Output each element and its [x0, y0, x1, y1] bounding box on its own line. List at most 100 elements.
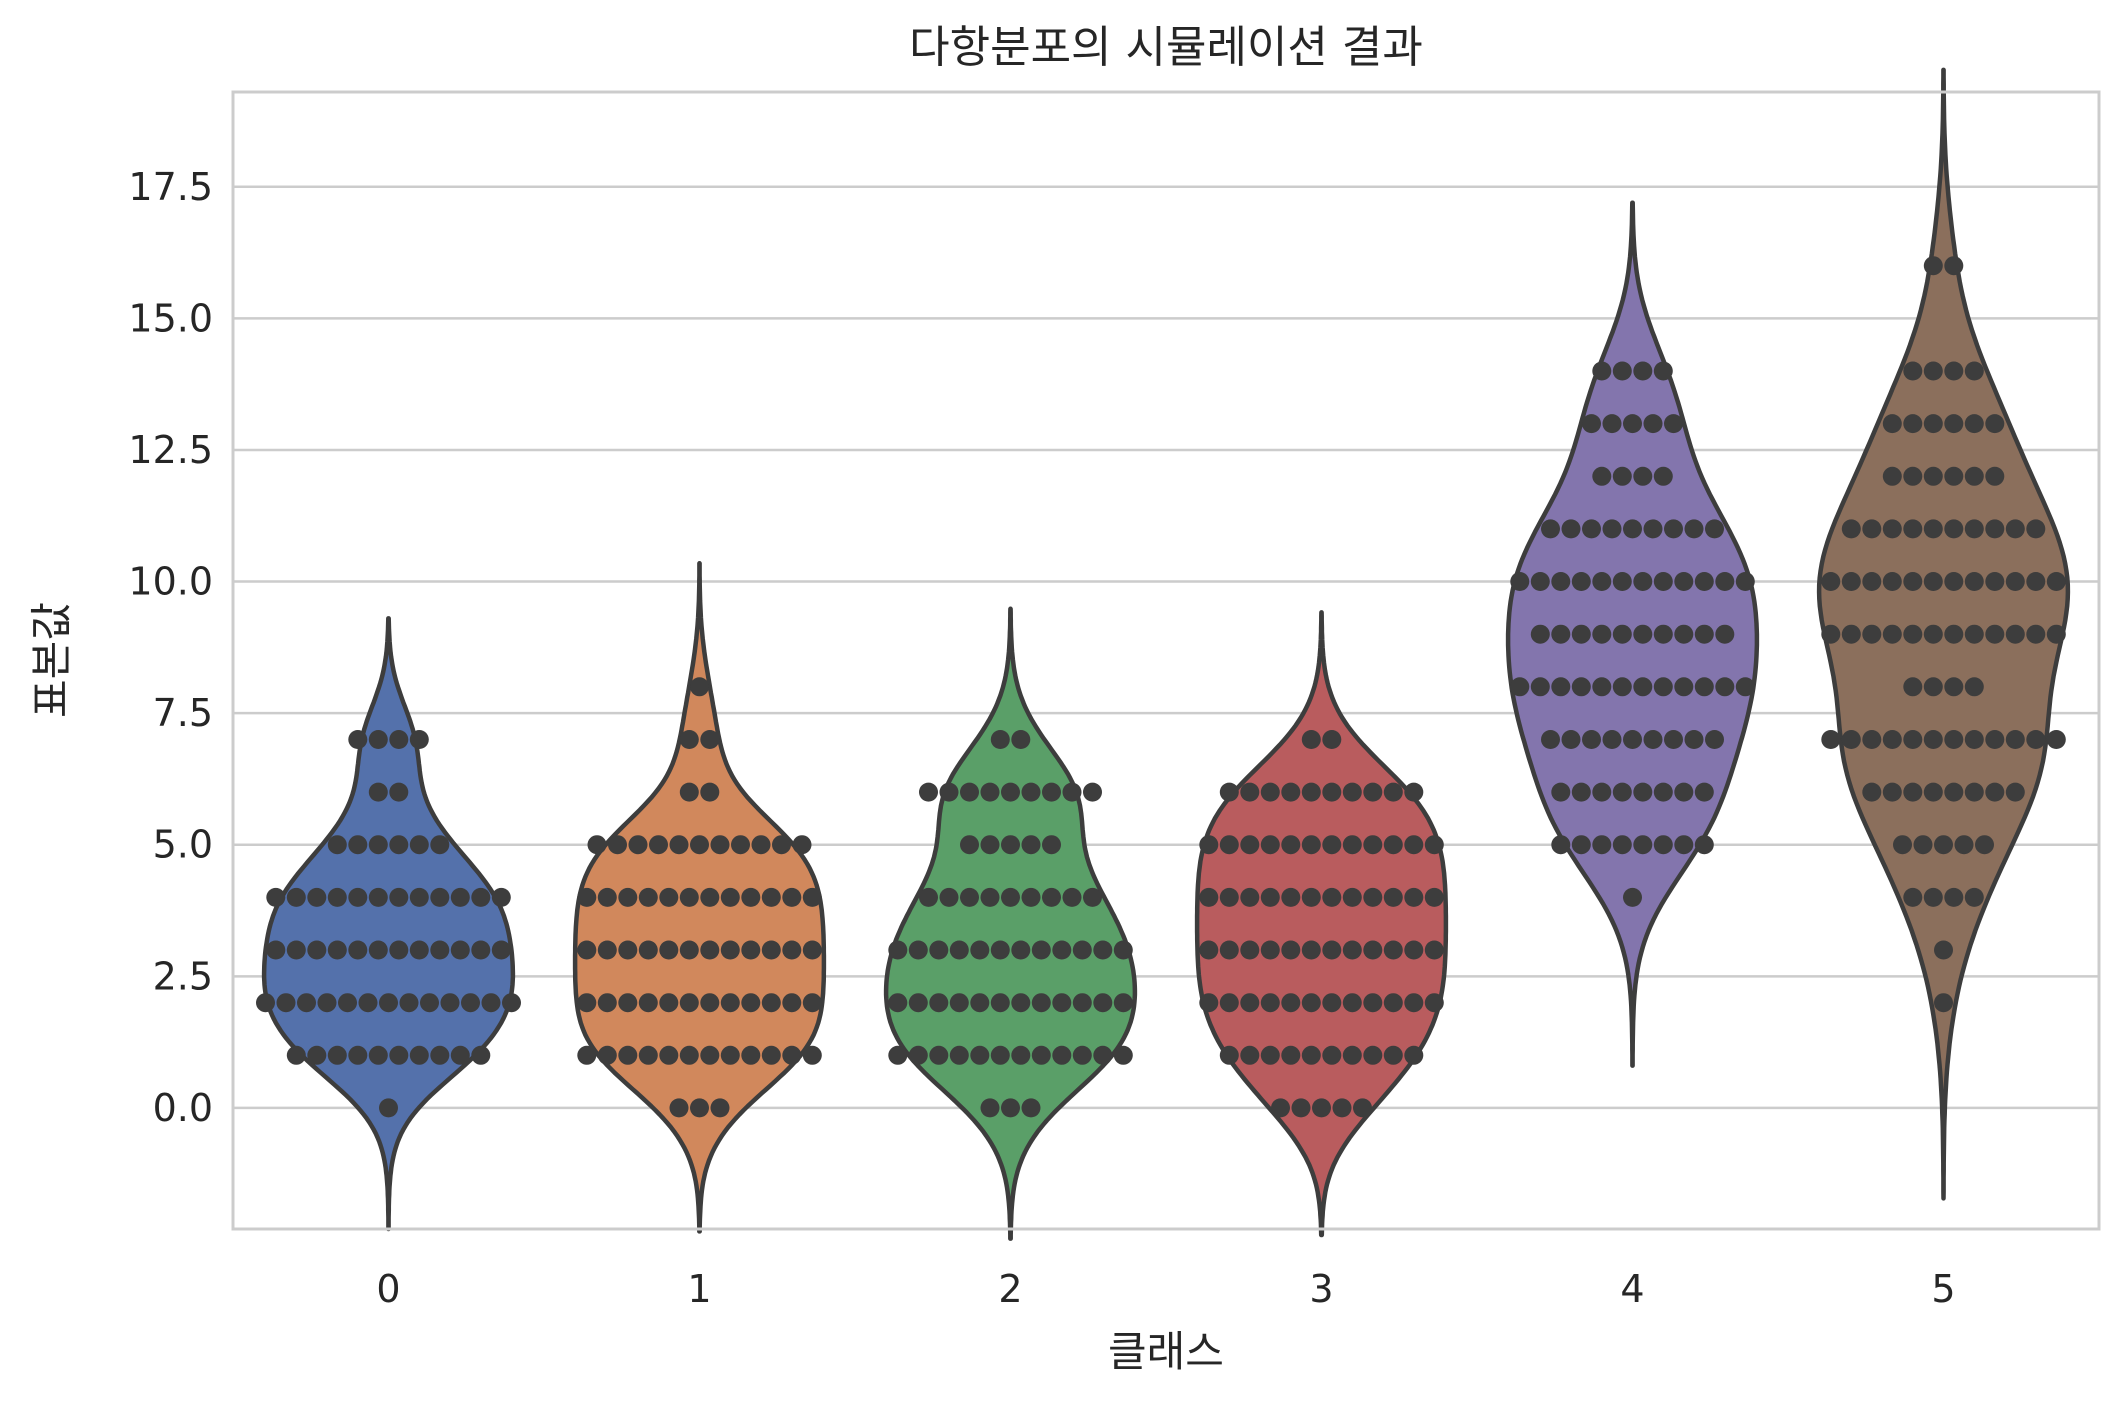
data-point [1623, 887, 1642, 907]
data-point [1821, 572, 1841, 591]
data-point [980, 835, 1000, 855]
data-point [1882, 519, 1902, 539]
data-point [1633, 782, 1653, 802]
data-point [1582, 730, 1601, 749]
data-point [618, 940, 638, 960]
data-point [1342, 993, 1362, 1013]
data-point [1342, 940, 1362, 960]
data-point [690, 835, 709, 855]
data-point [1510, 677, 1530, 697]
data-point [2026, 624, 2046, 644]
data-point [1633, 624, 1653, 644]
data-point [1715, 677, 1735, 697]
data-point [1944, 519, 1964, 539]
data-point [1903, 361, 1923, 381]
data-point [679, 993, 699, 1013]
data-point [368, 782, 388, 802]
data-point [782, 940, 802, 960]
data-point [1923, 414, 1943, 434]
data-point [1240, 1045, 1260, 1065]
data-point [1571, 624, 1591, 644]
data-point [980, 887, 1000, 907]
data-point [1964, 677, 1984, 697]
data-point [1011, 1045, 1031, 1065]
data-point [430, 940, 450, 960]
data-point [1592, 361, 1612, 381]
data-point [1301, 940, 1321, 960]
data-point [741, 940, 761, 960]
data-point [1715, 624, 1735, 644]
data-point [1923, 677, 1943, 697]
data-point [1424, 993, 1444, 1013]
chart-title: 다항분포의 시뮬레이션 결과 [909, 22, 1423, 73]
data-point [1383, 940, 1403, 960]
data-point [1944, 677, 1964, 697]
data-point [577, 993, 597, 1013]
data-point [1011, 993, 1031, 1013]
data-point [628, 835, 648, 855]
data-point [1260, 1045, 1280, 1065]
data-point [792, 835, 812, 855]
data-point [307, 887, 327, 907]
data-point [1011, 730, 1031, 749]
data-point [949, 993, 969, 1013]
data-point [1705, 730, 1724, 749]
data-point [1404, 1045, 1424, 1065]
data-point [741, 993, 761, 1013]
data-point [1301, 730, 1321, 749]
data-point [597, 887, 617, 907]
data-point [327, 887, 347, 907]
data-point [1322, 993, 1342, 1013]
data-point [1913, 835, 1933, 855]
data-point [1530, 677, 1550, 697]
data-point [1964, 730, 1984, 749]
data-point [1882, 782, 1902, 802]
data-point [720, 993, 740, 1013]
data-point [2046, 572, 2066, 591]
data-point [1964, 782, 1984, 802]
data-point [700, 940, 720, 960]
data-point [1923, 730, 1943, 749]
data-point [1592, 677, 1612, 697]
data-point [1882, 466, 1902, 486]
data-point [720, 887, 740, 907]
data-point [597, 940, 617, 960]
data-point [1633, 835, 1653, 855]
data-point [1322, 1045, 1342, 1065]
data-point [1404, 993, 1424, 1013]
data-point [1072, 940, 1092, 960]
data-point [1882, 414, 1902, 434]
y-tick-labels: 0.0 2.5 5.0 7.5 10.0 12.5 15.0 17.5 [128, 165, 213, 1130]
data-point [731, 835, 750, 855]
data-point [1072, 993, 1092, 1013]
data-point [409, 730, 429, 749]
data-point [960, 835, 979, 855]
data-point [1571, 677, 1591, 697]
data-point [1985, 572, 2005, 591]
y-tick-label: 15.0 [128, 296, 213, 340]
data-point [690, 1098, 709, 1118]
data-point [440, 993, 460, 1013]
data-point [491, 940, 511, 960]
data-point [1260, 940, 1280, 960]
data-point [450, 887, 470, 907]
data-point [960, 782, 979, 802]
data-point [286, 940, 306, 960]
data-point [1903, 730, 1923, 749]
data-point [1363, 993, 1383, 1013]
data-point [690, 677, 709, 697]
data-point [577, 887, 597, 907]
data-point [1042, 835, 1061, 855]
data-point [1271, 1098, 1290, 1118]
data-point [348, 940, 368, 960]
data-point [307, 940, 327, 960]
data-point [348, 835, 368, 855]
data-point [1944, 624, 1964, 644]
violin-4 [1505, 200, 1760, 1068]
data-point [1841, 572, 1861, 591]
data-point [1674, 782, 1694, 802]
data-point [1923, 466, 1943, 486]
data-point [700, 1045, 720, 1065]
data-point [1674, 572, 1694, 591]
data-point [481, 993, 501, 1013]
